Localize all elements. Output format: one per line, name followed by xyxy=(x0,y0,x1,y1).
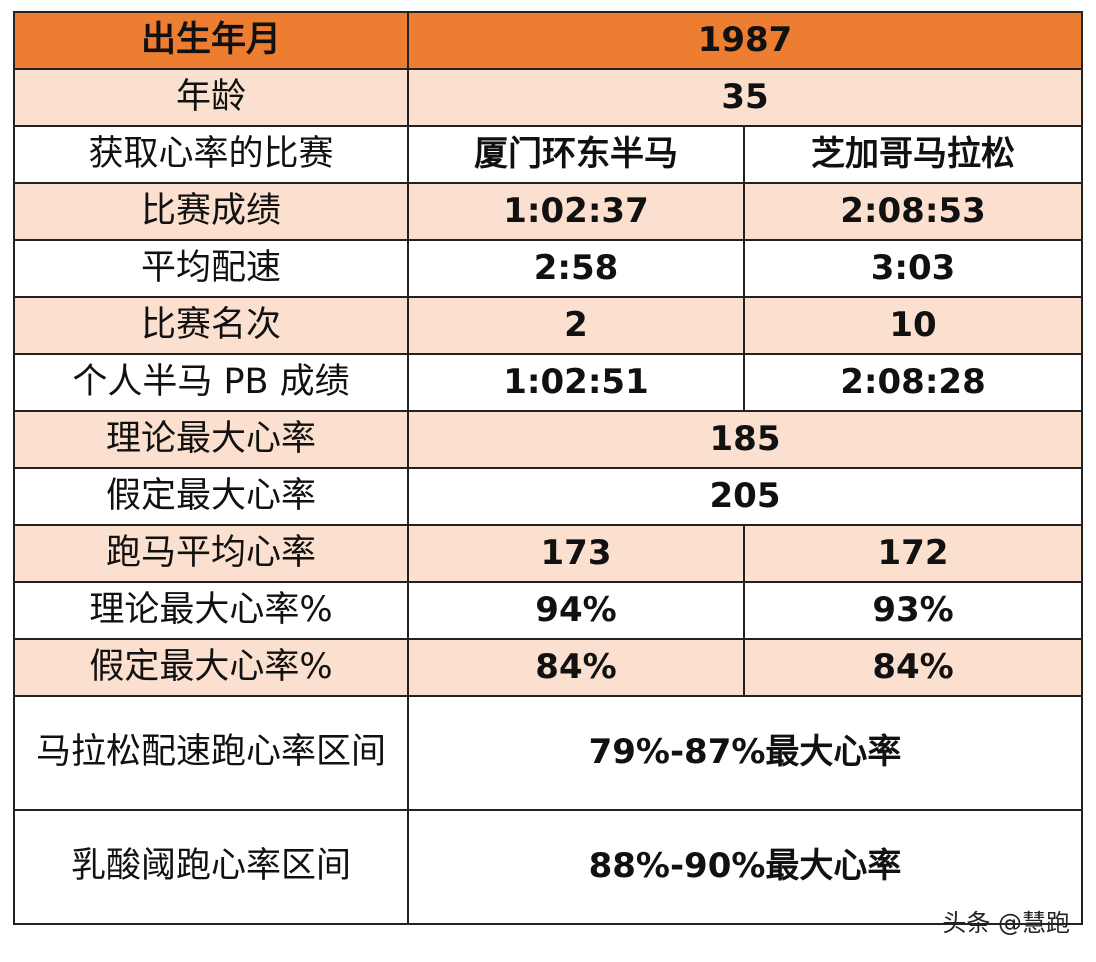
row-label: 比赛名次 xyxy=(13,296,409,355)
table-row: 理论最大心率 185 xyxy=(13,410,1084,469)
cell-value: 35 xyxy=(406,68,1084,127)
watermark: 头条 @慧跑 xyxy=(942,909,1070,937)
table-row: 比赛名次 2 10 xyxy=(13,296,1084,355)
cell-value: 94% xyxy=(407,581,745,640)
table-row: 年龄 35 xyxy=(13,68,1084,127)
cell-value: 10 xyxy=(742,296,1084,355)
row-label: 假定最大心率% xyxy=(13,638,409,697)
row-label: 出生年月 xyxy=(13,11,409,70)
table-row: 乳酸阈跑心率区间 88%-90%最大心率 xyxy=(13,809,1084,925)
cell-value: 185 xyxy=(406,410,1084,469)
cell-value: 2 xyxy=(407,296,745,355)
table-row: 比赛成绩 1:02:37 2:08:53 xyxy=(13,182,1084,241)
row-label: 乳酸阈跑心率区间 xyxy=(13,809,409,925)
cell-value: 1987 xyxy=(406,11,1084,70)
table-row: 平均配速 2:58 3:03 xyxy=(13,239,1084,298)
row-label: 跑马平均心率 xyxy=(13,524,409,583)
heart-rate-table: 出生年月 1987 年龄 35 获取心率的比赛 厦门环东半马 芝加哥马拉松 比赛成绩 1:02:… xyxy=(13,11,1084,925)
row-label: 马拉松配速跑心率区间 xyxy=(13,695,409,811)
cell-value: 93% xyxy=(742,581,1084,640)
row-label: 比赛成绩 xyxy=(13,182,409,241)
cell-value: 1:02:37 xyxy=(407,182,745,241)
row-label: 个人半马 PB 成绩 xyxy=(13,353,409,412)
table-row: 假定最大心率 205 xyxy=(13,467,1084,526)
row-label: 年龄 xyxy=(13,68,409,127)
table-row: 个人半马 PB 成绩 1:02:51 2:08:28 xyxy=(13,353,1084,412)
table-row: 出生年月 1987 xyxy=(13,11,1084,70)
table-row: 获取心率的比赛 厦门环东半马 芝加哥马拉松 xyxy=(13,125,1084,184)
cell-value: 2:58 xyxy=(407,239,745,298)
cell-value: 2:08:53 xyxy=(742,182,1084,241)
table-row: 马拉松配速跑心率区间 79%-87%最大心率 xyxy=(13,695,1084,811)
cell-value: 厦门环东半马 xyxy=(407,125,745,184)
cell-value: 205 xyxy=(406,467,1084,526)
table-row: 理论最大心率% 94% 93% xyxy=(13,581,1084,640)
cell-value: 芝加哥马拉松 xyxy=(742,125,1084,184)
row-label: 理论最大心率% xyxy=(13,581,409,640)
cell-value: 172 xyxy=(742,524,1084,583)
row-label: 假定最大心率 xyxy=(13,467,409,526)
table-row: 假定最大心率% 84% 84% xyxy=(13,638,1084,697)
cell-value: 3:03 xyxy=(742,239,1084,298)
cell-value: 79%-87%最大心率 xyxy=(406,695,1084,811)
table-row: 跑马平均心率 173 172 xyxy=(13,524,1084,583)
cell-value: 2:08:28 xyxy=(742,353,1084,412)
cell-value: 88%-90%最大心率 xyxy=(406,809,1084,925)
cell-value: 173 xyxy=(407,524,745,583)
row-label: 获取心率的比赛 xyxy=(13,125,409,184)
cell-value: 1:02:51 xyxy=(407,353,745,412)
cell-value: 84% xyxy=(407,638,745,697)
row-label: 平均配速 xyxy=(13,239,409,298)
cell-value: 84% xyxy=(742,638,1084,697)
row-label: 理论最大心率 xyxy=(13,410,409,469)
